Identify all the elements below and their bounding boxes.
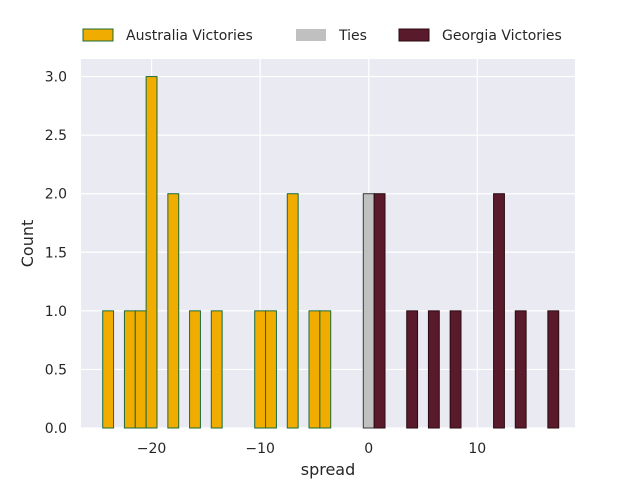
- bar-georgia-victories: [547, 310, 560, 429]
- bar-australia-victories: [308, 310, 321, 429]
- legend-swatch: [398, 28, 430, 42]
- bar-australia-victories: [319, 310, 332, 429]
- y-tick-label: 1.0: [45, 304, 67, 320]
- x-axis-label: spread: [301, 460, 356, 479]
- x-tick-label: 10: [468, 441, 486, 457]
- bar-australia-victories: [145, 76, 158, 429]
- x-axis-ticks: −20 −10 0 10: [137, 441, 486, 457]
- bar-australia-victories: [265, 310, 277, 429]
- legend-label: Australia Victories: [126, 28, 253, 44]
- y-tick-label: 1.5: [45, 245, 67, 261]
- legend-label: Georgia Victories: [442, 28, 562, 44]
- x-tick-label: 0: [364, 441, 373, 457]
- legend: Australia Victories Ties Georgia Victories: [82, 28, 562, 44]
- bar-australia-victories: [134, 310, 147, 429]
- bar-australia-victories: [254, 310, 267, 429]
- bar-australia-victories: [167, 193, 180, 429]
- bar-georgia-victories: [449, 310, 462, 429]
- legend-swatch: [82, 28, 114, 42]
- y-tick-label: 3.0: [45, 70, 67, 86]
- bar-georgia-victories: [406, 310, 419, 429]
- bar-ties: [362, 193, 375, 429]
- bar-australia-victories: [286, 193, 299, 429]
- y-tick-label: 0.5: [45, 362, 67, 378]
- y-tick-label: 0.0: [45, 421, 67, 437]
- bar-georgia-victories: [493, 193, 505, 429]
- y-axis-label: Count: [18, 220, 37, 268]
- bars: [102, 76, 560, 429]
- bar-australia-victories: [189, 310, 201, 429]
- x-tick-label: −20: [137, 441, 167, 457]
- bar-australia-victories: [102, 310, 115, 429]
- bar-georgia-victories: [427, 310, 440, 429]
- bar-georgia-victories: [373, 193, 386, 429]
- bar-australia-victories: [123, 310, 136, 429]
- y-axis-ticks: 0.0 0.5 1.0 1.5 2.0 2.5 3.0: [45, 70, 67, 437]
- x-tick-label: −10: [245, 441, 275, 457]
- legend-swatch: [296, 29, 326, 41]
- y-tick-label: 2.5: [45, 128, 67, 144]
- legend-label: Ties: [338, 28, 367, 44]
- y-tick-label: 2.0: [45, 187, 67, 203]
- bar-georgia-victories: [514, 310, 527, 429]
- bar-australia-victories: [210, 310, 223, 429]
